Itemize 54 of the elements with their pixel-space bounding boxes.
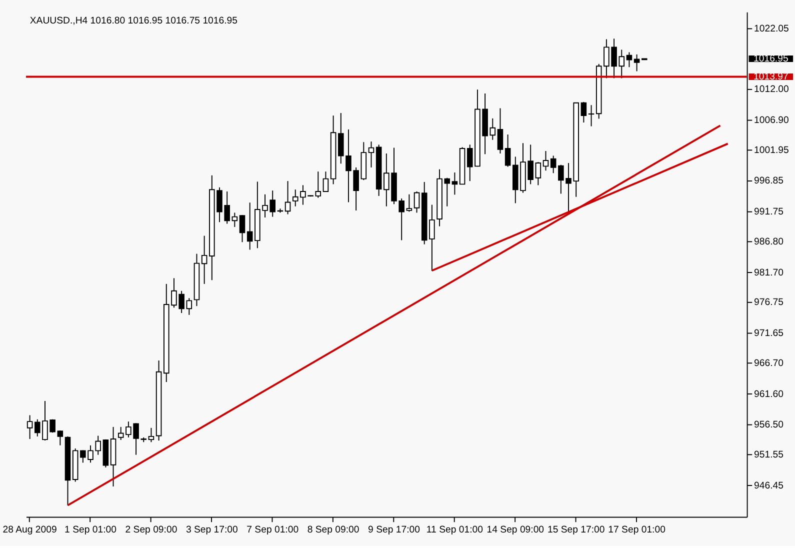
candlestick	[57, 430, 64, 446]
candlestick	[201, 235, 208, 284]
y-tick-label: 961.60	[754, 388, 784, 400]
candlestick	[232, 212, 238, 228]
y-tick-label: 1001.95	[754, 144, 789, 156]
candlestick	[368, 141, 374, 168]
candlestick	[580, 101, 587, 124]
y-tick-label: 976.75	[754, 297, 784, 308]
candlestick	[550, 155, 556, 174]
candlestick	[535, 162, 542, 186]
candlestick	[542, 150, 549, 172]
y-tick-label: 951.55	[754, 450, 784, 461]
candlestick	[322, 171, 329, 192]
x-tick-label: 11 Sep 01:00	[426, 524, 483, 536]
candlestick	[626, 52, 632, 68]
candlestick	[634, 54, 640, 72]
x-tick-label: 2 Sep 09:00	[125, 524, 178, 536]
candlestick	[414, 190, 420, 214]
candlestick	[429, 204, 435, 272]
candlestick	[186, 298, 192, 316]
candlestick	[452, 172, 458, 196]
candlestick	[26, 414, 33, 440]
y-tick-label: 946.45	[754, 480, 784, 492]
x-tick-label: 1 Sep 01:00	[64, 524, 116, 536]
candlestick	[148, 427, 154, 443]
y-tick-label: 1022.05	[754, 23, 789, 34]
candlestick	[497, 108, 504, 154]
candlestick	[490, 118, 496, 140]
candlestick	[406, 194, 412, 212]
x-tick-label: 17 Sep 01:00	[608, 524, 666, 536]
x-tick-label: 9 Sep 17:00	[368, 524, 420, 536]
chart-title: XAUUSD.,H4 1016.80 1016.95 1016.75 1016.95	[30, 15, 238, 26]
y-tick-label: 981.70	[754, 267, 784, 278]
x-tick-label: 7 Sep 01:00	[246, 524, 299, 536]
x-tick-label: 3 Sep 17:00	[186, 524, 238, 536]
candlestick	[504, 134, 511, 168]
ref-line-label: 1013.97	[754, 72, 788, 83]
x-tick-label: 15 Sep 17:00	[547, 524, 605, 536]
y-tick-label: 956.50	[754, 420, 784, 431]
candlestick	[246, 202, 253, 250]
y-tick-label: 966.70	[754, 358, 784, 369]
y-tick-label: 996.85	[754, 176, 784, 187]
text: 1016.95	[754, 54, 788, 65]
candlestick	[284, 180, 291, 215]
y-tick-label: 1006.90	[754, 114, 789, 126]
candlestick	[239, 214, 246, 243]
y-tick-label: 991.75	[754, 206, 784, 218]
candlestick	[588, 104, 594, 127]
x-tick-label: 14 Sep 09:00	[486, 524, 544, 536]
y-tick-label: 971.65	[754, 328, 784, 340]
y-tick-label: 1012.00	[754, 84, 789, 96]
y-tick-label: 986.80	[754, 236, 784, 248]
x-tick-label: 28 Aug 2009	[2, 524, 57, 536]
x-tick-label: 8 Sep 09:00	[307, 524, 360, 536]
